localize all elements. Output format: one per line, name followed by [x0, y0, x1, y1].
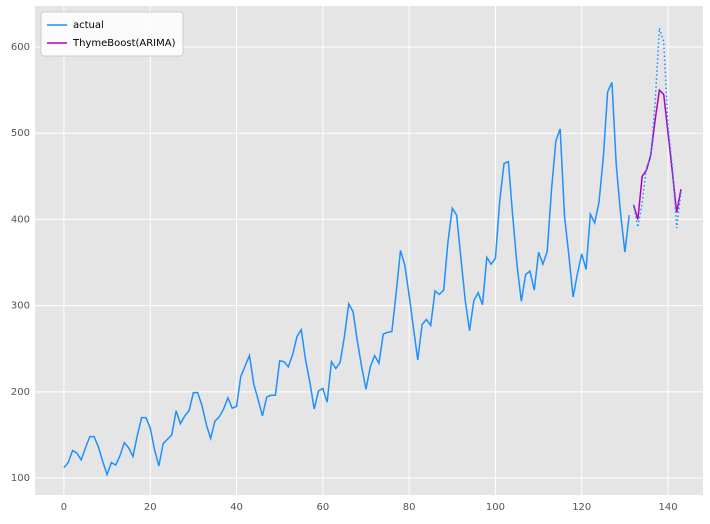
x-tick-label: 20: [144, 502, 157, 513]
legend-label: ThymeBoost(ARIMA): [72, 38, 176, 49]
x-tick-label: 80: [403, 502, 416, 513]
x-tick-label: 40: [230, 502, 243, 513]
y-tick-label: 100: [11, 473, 30, 484]
legend-label: actual: [73, 20, 104, 31]
y-tick-label: 400: [11, 214, 30, 225]
y-tick-label: 200: [11, 387, 30, 398]
plot-area: [35, 6, 703, 495]
y-tick-label: 500: [11, 128, 30, 139]
y-tick-label: 300: [11, 301, 30, 312]
x-tick-label: 140: [658, 502, 677, 513]
x-tick-label: 100: [486, 502, 505, 513]
line: [63, 82, 630, 477]
x-tick-label: 120: [572, 502, 591, 513]
y-tick-label: 600: [11, 42, 30, 53]
legend-box: [40, 11, 184, 57]
line: [632, 88, 682, 220]
x-tick-label: 60: [316, 502, 329, 513]
x-tick-label: 0: [61, 502, 67, 513]
